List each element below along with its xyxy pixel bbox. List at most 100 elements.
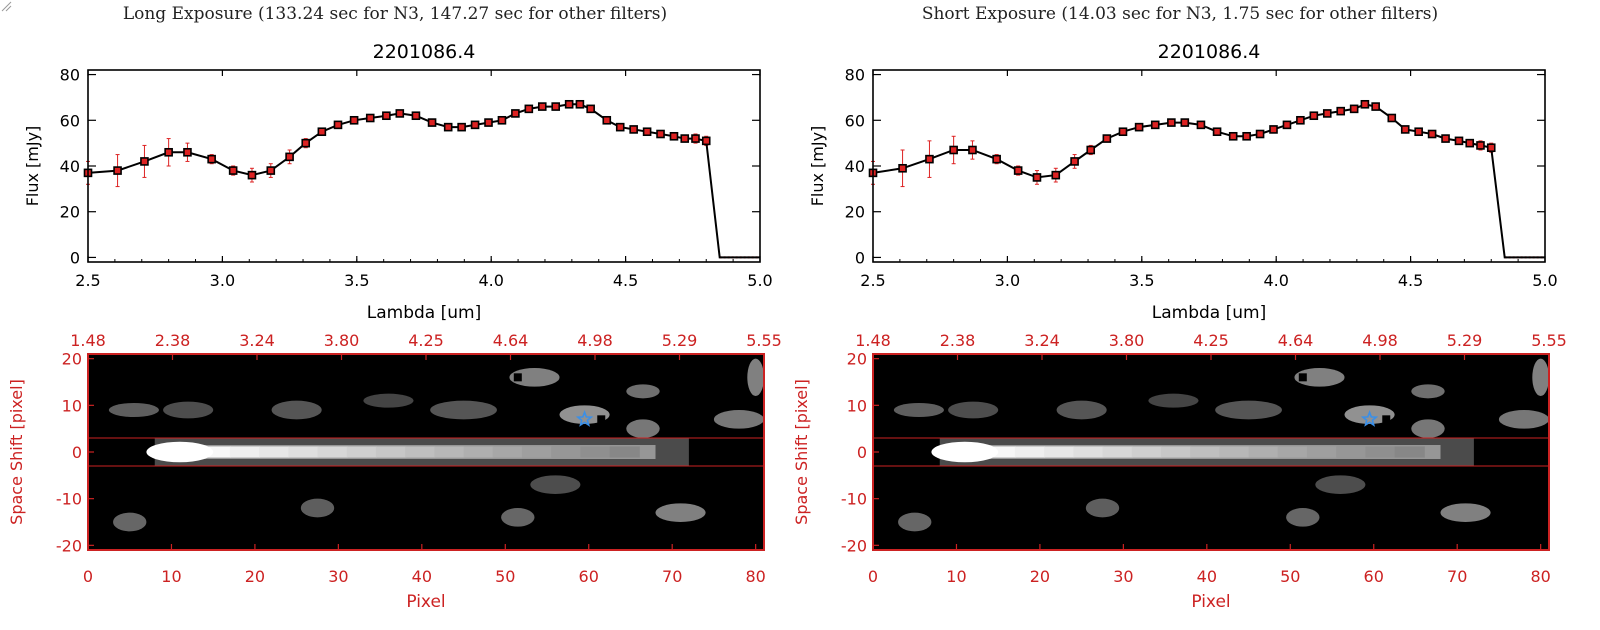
shift-tick-label: -20 xyxy=(841,536,867,555)
spectral-image-plot: 0 10 20 30 40 50 60 70 80 1.48 2.38 3.24 3.80 4.25 4.6… xyxy=(7,331,782,612)
trace-segment xyxy=(1073,446,1104,458)
noise-blob xyxy=(1411,419,1445,438)
x-tick-label: 4.0 xyxy=(478,271,503,290)
y-axis-title: Flux [mJy] xyxy=(23,126,42,207)
trace-segment xyxy=(521,446,553,458)
long-exposure-figure: 2201086.4 2.5 3.0 3.5 4.0 4.5 5.0 0 20 40 60 80 Lamb… xyxy=(7,41,782,612)
x-tick-label: 3.0 xyxy=(210,271,235,290)
pixel-tick-label: 60 xyxy=(1364,567,1384,586)
noise-blob xyxy=(300,498,335,518)
noise-blob xyxy=(1056,400,1107,420)
window-resize-grip[interactable] xyxy=(0,0,12,12)
trace-segment xyxy=(1336,446,1367,458)
wavelength-tick-label: 1.48 xyxy=(855,331,891,350)
panel-title: Short Exposure (14.03 sec for N3, 1.75 s… xyxy=(921,4,1439,24)
noise-blob xyxy=(713,410,764,429)
flux-data-point xyxy=(333,120,343,130)
wavelength-tick-label: 3.24 xyxy=(239,331,275,350)
dark-pixel xyxy=(613,422,622,431)
flux-data-point xyxy=(164,147,173,157)
y-tick-label: 80 xyxy=(60,66,80,85)
wavelength-tick-label: 4.25 xyxy=(408,331,444,350)
pixel-tick-label: 70 xyxy=(1447,567,1467,586)
flux-data-point xyxy=(1336,106,1346,116)
trace-segment xyxy=(1044,446,1075,458)
flux-data-point xyxy=(968,145,977,155)
y-tick-label: 0 xyxy=(70,248,80,267)
shift-tick-label: 10 xyxy=(847,396,867,415)
flux-data-point xyxy=(365,113,375,123)
trace-segment xyxy=(1190,446,1221,458)
y-tick-label: 60 xyxy=(845,111,865,130)
pixel-tick-label: 40 xyxy=(1197,567,1217,586)
flux-data-point xyxy=(1032,173,1042,182)
flux-data-point xyxy=(285,152,294,162)
flux-data-point xyxy=(1150,120,1160,130)
flux-data-point xyxy=(1212,127,1222,137)
x-tick-label: 3.5 xyxy=(344,271,369,290)
pixel-tick-label: 80 xyxy=(745,567,765,586)
noise-blob xyxy=(893,403,944,417)
flux-data-point xyxy=(1242,131,1251,141)
source-star-marker xyxy=(575,410,594,427)
flux-data-point xyxy=(629,125,638,134)
flux-data-point xyxy=(470,120,480,130)
trace-segment xyxy=(317,446,348,458)
flux-data-point xyxy=(497,115,507,125)
flux-data-point xyxy=(1486,143,1496,153)
shift-tick-label: 20 xyxy=(62,350,82,369)
noise-blob xyxy=(113,512,147,532)
flux-data-point xyxy=(1255,129,1265,139)
flux-data-point xyxy=(1387,113,1397,123)
wavelength-tick-label: 2.38 xyxy=(940,331,976,350)
flux-data-point xyxy=(1102,134,1112,143)
spectrum-id-title: 2201086.4 xyxy=(373,41,476,63)
flux-data-point xyxy=(1070,157,1079,166)
pixel-axis-title: Pixel xyxy=(1191,592,1230,612)
flux-data-point xyxy=(642,127,652,137)
pixel-tick-label: 50 xyxy=(1280,567,1300,586)
flux-data-point xyxy=(1414,127,1423,137)
y-tick-label: 20 xyxy=(60,203,80,222)
wavelength-tick-label: 4.64 xyxy=(493,331,529,350)
flux-data-point xyxy=(1454,136,1464,146)
trace-segment xyxy=(1160,446,1192,458)
noise-blob xyxy=(1148,393,1199,408)
flux-data-point xyxy=(564,99,574,109)
flux-data-point xyxy=(140,157,149,166)
x-tick-label: 4.5 xyxy=(1398,271,1423,290)
flux-data-point xyxy=(1349,104,1359,114)
shift-tick-label: -10 xyxy=(56,490,82,509)
trace-bright-head xyxy=(931,441,999,463)
flux-data-point xyxy=(427,118,437,127)
flux-data-point xyxy=(586,104,595,114)
source-star-marker xyxy=(1360,410,1379,427)
x-axis-title: Lambda [um] xyxy=(367,303,481,323)
flux-data-point xyxy=(992,154,1001,164)
flux-data-point xyxy=(484,118,493,127)
y-tick-label: 80 xyxy=(845,66,865,85)
spectrum-frame xyxy=(872,69,1546,263)
x-tick-label: 5.0 xyxy=(1532,271,1557,290)
noise-blob xyxy=(626,419,660,438)
wavelength-tick-label: 3.24 xyxy=(1024,331,1060,350)
spectrum-frame xyxy=(87,69,761,263)
pixel-tick-label: 0 xyxy=(83,567,93,586)
long-exposure-panel: Long Exposure (133.24 sec for N3, 147.27… xyxy=(0,0,790,630)
wavelength-tick-label: 4.64 xyxy=(1278,331,1314,350)
flux-data-point xyxy=(1269,125,1278,134)
wavelength-tick-label: 4.98 xyxy=(577,331,613,350)
pixel-tick-label: 10 xyxy=(946,567,966,586)
panel-title: Long Exposure (133.24 sec for N3, 147.27… xyxy=(122,4,668,24)
short-exposure-panel: Short Exposure (14.03 sec for N3, 1.75 s… xyxy=(785,0,1575,630)
noise-blob xyxy=(1294,368,1345,387)
flux-series-line xyxy=(87,103,760,259)
flux-data-point xyxy=(1400,125,1410,134)
trace-segment xyxy=(1306,446,1338,458)
pixel-tick-label: 0 xyxy=(868,567,878,586)
wavelength-tick-label: 5.55 xyxy=(1531,331,1567,350)
wavelength-tick-label: 4.98 xyxy=(1362,331,1398,350)
flux-data-point xyxy=(949,145,958,155)
flux-series-line xyxy=(872,103,1545,259)
trace-segment xyxy=(434,446,465,458)
